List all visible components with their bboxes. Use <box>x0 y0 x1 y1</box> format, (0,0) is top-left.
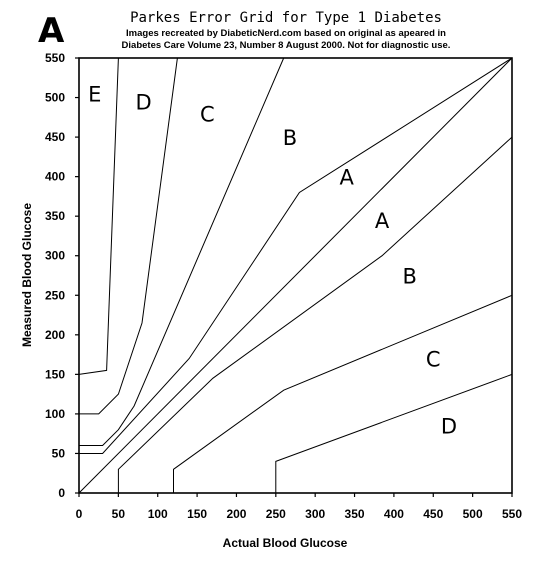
y-tick-label: 350 <box>45 209 65 223</box>
x-tick-label: 400 <box>384 507 404 521</box>
y-tick-label: 0 <box>58 486 65 500</box>
y-tick-label: 250 <box>45 288 65 302</box>
y-tick-label: 50 <box>52 446 66 460</box>
zone-label-a: A <box>375 209 390 233</box>
x-tick-label: 350 <box>345 507 365 521</box>
boundary-line-b-3 <box>79 57 513 454</box>
x-tick-label: 100 <box>148 507 168 521</box>
boundary-line-c-2 <box>79 57 285 446</box>
zone-label-b: B <box>283 126 297 150</box>
zone-label-d: D <box>441 415 457 439</box>
panel-letter: A <box>38 11 65 51</box>
x-tick-label: 300 <box>305 507 325 521</box>
y-tick-label: 400 <box>45 170 65 184</box>
zone-label-b: B <box>402 264 416 288</box>
identity-line <box>78 57 513 494</box>
x-tick-label: 200 <box>226 507 246 521</box>
zone-label-e: E <box>88 83 101 107</box>
y-tick-label: 450 <box>45 130 65 144</box>
x-tick-label: 0 <box>76 507 83 521</box>
zone-label-c: C <box>426 347 441 371</box>
zone-label-c: C <box>200 102 215 126</box>
x-tick-label: 500 <box>463 507 483 521</box>
chart-subtitle-line-1: Images recreated by DiabeticNerd.com bas… <box>126 28 446 39</box>
boundary-line-c-5 <box>173 294 513 493</box>
boundary-line-d-6 <box>275 373 513 493</box>
y-tick-label: 100 <box>45 407 65 421</box>
zone-label-a: A <box>339 166 354 190</box>
boundary-line-d-1 <box>79 57 178 415</box>
zone-labels: E D C B AA B C D <box>88 83 457 439</box>
y-tick-label: 150 <box>45 367 65 381</box>
boundary-line-e-0 <box>78 57 119 375</box>
x-tick-label: 550 <box>502 507 522 521</box>
x-tick-label: 50 <box>112 507 126 521</box>
zone-boundaries <box>78 57 513 494</box>
x-tick-label: 250 <box>266 507 286 521</box>
y-axis: 0 50 100 150 200 250 300 350 400 450 500 550 <box>45 51 79 500</box>
x-tick-label: 450 <box>423 507 443 521</box>
y-tick-label: 200 <box>45 328 65 342</box>
y-tick-label: 500 <box>45 91 65 105</box>
y-tick-label: 550 <box>45 51 65 65</box>
plot-frame <box>78 57 513 494</box>
x-axis: 0 50 100 150 200 250 300 350 400 450 500 550 <box>76 493 522 521</box>
y-axis-label: Measured Blood Glucose <box>20 203 34 347</box>
zone-label-d: D <box>135 90 151 114</box>
y-tick-label: 300 <box>45 249 65 263</box>
boundary-line-b-4 <box>117 136 513 493</box>
x-axis-label: Actual Blood Glucose <box>223 536 348 550</box>
chart-subtitle-line-2: Diabetes Care Volume 23, Number 8 August… <box>122 40 451 51</box>
x-tick-label: 150 <box>187 507 207 521</box>
chart-title: Parkes Error Grid for Type 1 Diabetes <box>130 10 442 26</box>
